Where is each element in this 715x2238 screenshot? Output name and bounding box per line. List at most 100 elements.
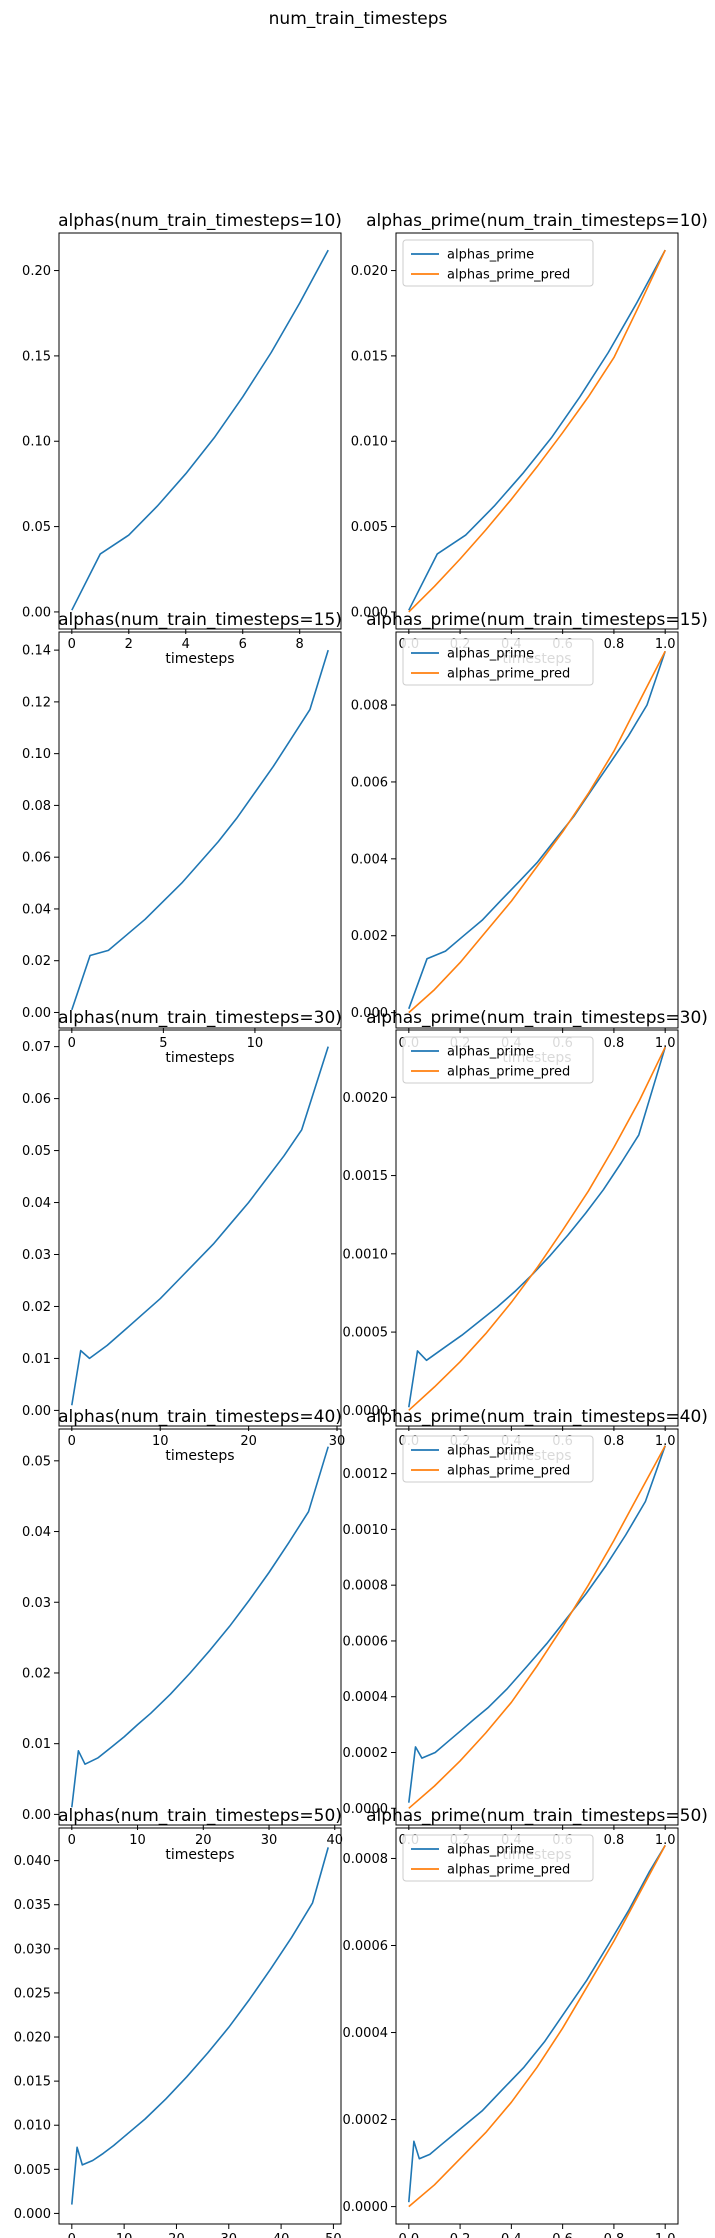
y-tick-label: 0.000 <box>351 605 388 620</box>
subplot-1: 0.00.20.40.60.81.00.0000.0050.0100.0150.… <box>351 211 708 667</box>
x-tick-label: 0 <box>68 1434 76 1449</box>
y-tick-label: 0.00 <box>22 605 51 620</box>
legend: alphas_prime alphas_prime_pred <box>402 638 594 686</box>
series-line-alphas_prime-5 <box>408 1046 666 1408</box>
plot-frame <box>58 1827 342 2225</box>
legend-label: alphas_prime_pred <box>447 268 570 283</box>
plot-frame <box>395 1428 679 1826</box>
x-tick-label: 0 <box>68 1036 76 1051</box>
series-line-alphas_prime-3 <box>408 650 666 1010</box>
x-tick-label: 0.4 <box>501 2232 522 2238</box>
x-tick-label: 0.2 <box>450 2232 471 2238</box>
y-tick-label: 0.0005 <box>343 1326 389 1341</box>
legend-box <box>402 638 594 686</box>
y-tick-label: 0.0002 <box>343 1746 389 1761</box>
legend-label: alphas_prime <box>447 647 534 662</box>
series-line-alphas-2 <box>71 649 329 1011</box>
x-tick-label: 40 <box>326 1833 343 1848</box>
y-tick-label: 0.010 <box>14 2119 51 2134</box>
subplot-title: alphas_prime(num_train_timesteps=10) <box>366 211 708 231</box>
x-tick-label: 0 <box>68 1833 76 1848</box>
plot-frame <box>395 232 679 630</box>
y-tick-label: 0.0004 <box>343 1690 389 1705</box>
y-tick-label: 0.02 <box>22 1300 51 1315</box>
x-tick-label: 0.8 <box>604 2232 625 2238</box>
subplot-3: 0.00.20.40.60.81.00.0000.0020.0040.0060.… <box>351 610 708 1066</box>
y-tick-label: 0.04 <box>22 1196 51 1211</box>
x-tick-label: 20 <box>168 2232 185 2238</box>
legend: alphas_prime alphas_prime_pred <box>402 239 594 287</box>
y-tick-label: 0.0002 <box>343 2113 389 2128</box>
y-tick-label: 0.10 <box>22 435 51 450</box>
x-axis-label: timesteps <box>165 1448 234 1464</box>
x-tick-label: 30 <box>261 1833 278 1848</box>
y-tick-label: 0.0000 <box>343 1802 389 1817</box>
y-tick-label: 0.0010 <box>343 1523 389 1538</box>
y-tick-label: 0.10 <box>22 747 51 762</box>
plot-frame <box>395 631 679 1029</box>
x-tick-label: 8 <box>296 637 304 652</box>
y-tick-label: 0.0010 <box>343 1247 389 1262</box>
series-line-alphas_prime-1 <box>408 249 666 611</box>
y-tick-label: 0.00 <box>22 1006 51 1021</box>
plot-frame <box>58 232 342 630</box>
x-tick-label: 10 <box>116 2232 133 2238</box>
legend-label: alphas_prime <box>447 248 534 263</box>
x-tick-label: 10 <box>129 1833 146 1848</box>
y-tick-label: 0.05 <box>22 1454 51 1469</box>
y-tick-label: 0.06 <box>22 1092 51 1107</box>
y-tick-label: 0.02 <box>22 1666 51 1681</box>
y-tick-label: 0.03 <box>22 1596 51 1611</box>
x-tick-label: 30 <box>329 1434 346 1449</box>
subplot-title: alphas(num_train_timesteps=50) <box>58 1806 342 1826</box>
legend-label: alphas_prime_pred <box>447 1464 570 1479</box>
x-tick-label: 1.0 <box>655 1833 676 1848</box>
y-tick-label: 0.04 <box>22 1525 51 1540</box>
y-tick-label: 0.00 <box>22 1808 51 1823</box>
y-tick-label: 0.01 <box>22 1352 51 1367</box>
y-tick-label: 0.005 <box>351 520 388 535</box>
subplot-title: alphas_prime(num_train_timesteps=30) <box>366 1008 708 1028</box>
y-tick-label: 0.05 <box>22 1144 51 1159</box>
y-tick-label: 0.008 <box>351 699 388 714</box>
x-tick-label: 4 <box>182 637 190 652</box>
subplot-title: alphas_prime(num_train_timesteps=50) <box>366 1806 708 1826</box>
x-axis-label: timesteps <box>165 651 234 667</box>
subplot-title: alphas_prime(num_train_timesteps=40) <box>366 1407 708 1427</box>
legend: alphas_prime alphas_prime_pred <box>402 1435 594 1483</box>
y-tick-label: 0.15 <box>22 349 51 364</box>
y-tick-label: 0.000 <box>351 1006 388 1021</box>
y-tick-label: 0.005 <box>14 2163 51 2178</box>
series-line-alphas-0 <box>71 249 329 611</box>
y-tick-label: 0.0012 <box>343 1467 389 1482</box>
x-tick-label: 20 <box>240 1434 257 1449</box>
x-tick-label: 2 <box>125 637 133 652</box>
x-tick-label: 0.6 <box>552 2232 573 2238</box>
series-line-alphas-4 <box>71 1046 329 1406</box>
y-tick-label: 0.015 <box>351 349 388 364</box>
x-axis-label: timesteps <box>165 1050 234 1066</box>
x-tick-label: 1.0 <box>655 1036 676 1051</box>
x-tick-label: 10 <box>247 1036 264 1051</box>
subplot-title: alphas_prime(num_train_timesteps=15) <box>366 610 708 630</box>
series-line-alphas_prime-7 <box>408 1445 666 1803</box>
plot-frame <box>58 631 342 1029</box>
x-tick-label: 5 <box>159 1036 167 1051</box>
y-tick-label: 0.12 <box>22 695 51 710</box>
x-tick-label: 20 <box>195 1833 212 1848</box>
x-tick-label: 1.0 <box>655 1434 676 1449</box>
legend-box <box>402 239 594 287</box>
y-tick-label: 0.002 <box>351 929 388 944</box>
x-tick-label: 50 <box>325 2232 342 2238</box>
y-tick-label: 0.14 <box>22 644 51 659</box>
legend-label: alphas_prime <box>447 1444 534 1459</box>
subplot-title: alphas(num_train_timesteps=30) <box>58 1008 342 1028</box>
series-line-alphas_prime_pred-7 <box>408 1445 666 1809</box>
x-axis-label: timesteps <box>165 1847 234 1863</box>
subplot-grid: 0 2 4 6 80.000.050.100.150.20alphas(num_trai… <box>14 211 708 2238</box>
subplot-8: 010203040500.0000.0050.0100.0150.0200.02… <box>14 1806 342 2238</box>
plot-frame <box>58 1428 342 1826</box>
subplot-5: 0.00.20.40.60.81.00.00000.00050.00100.00… <box>343 1008 708 1464</box>
y-tick-label: 0.006 <box>351 775 388 790</box>
